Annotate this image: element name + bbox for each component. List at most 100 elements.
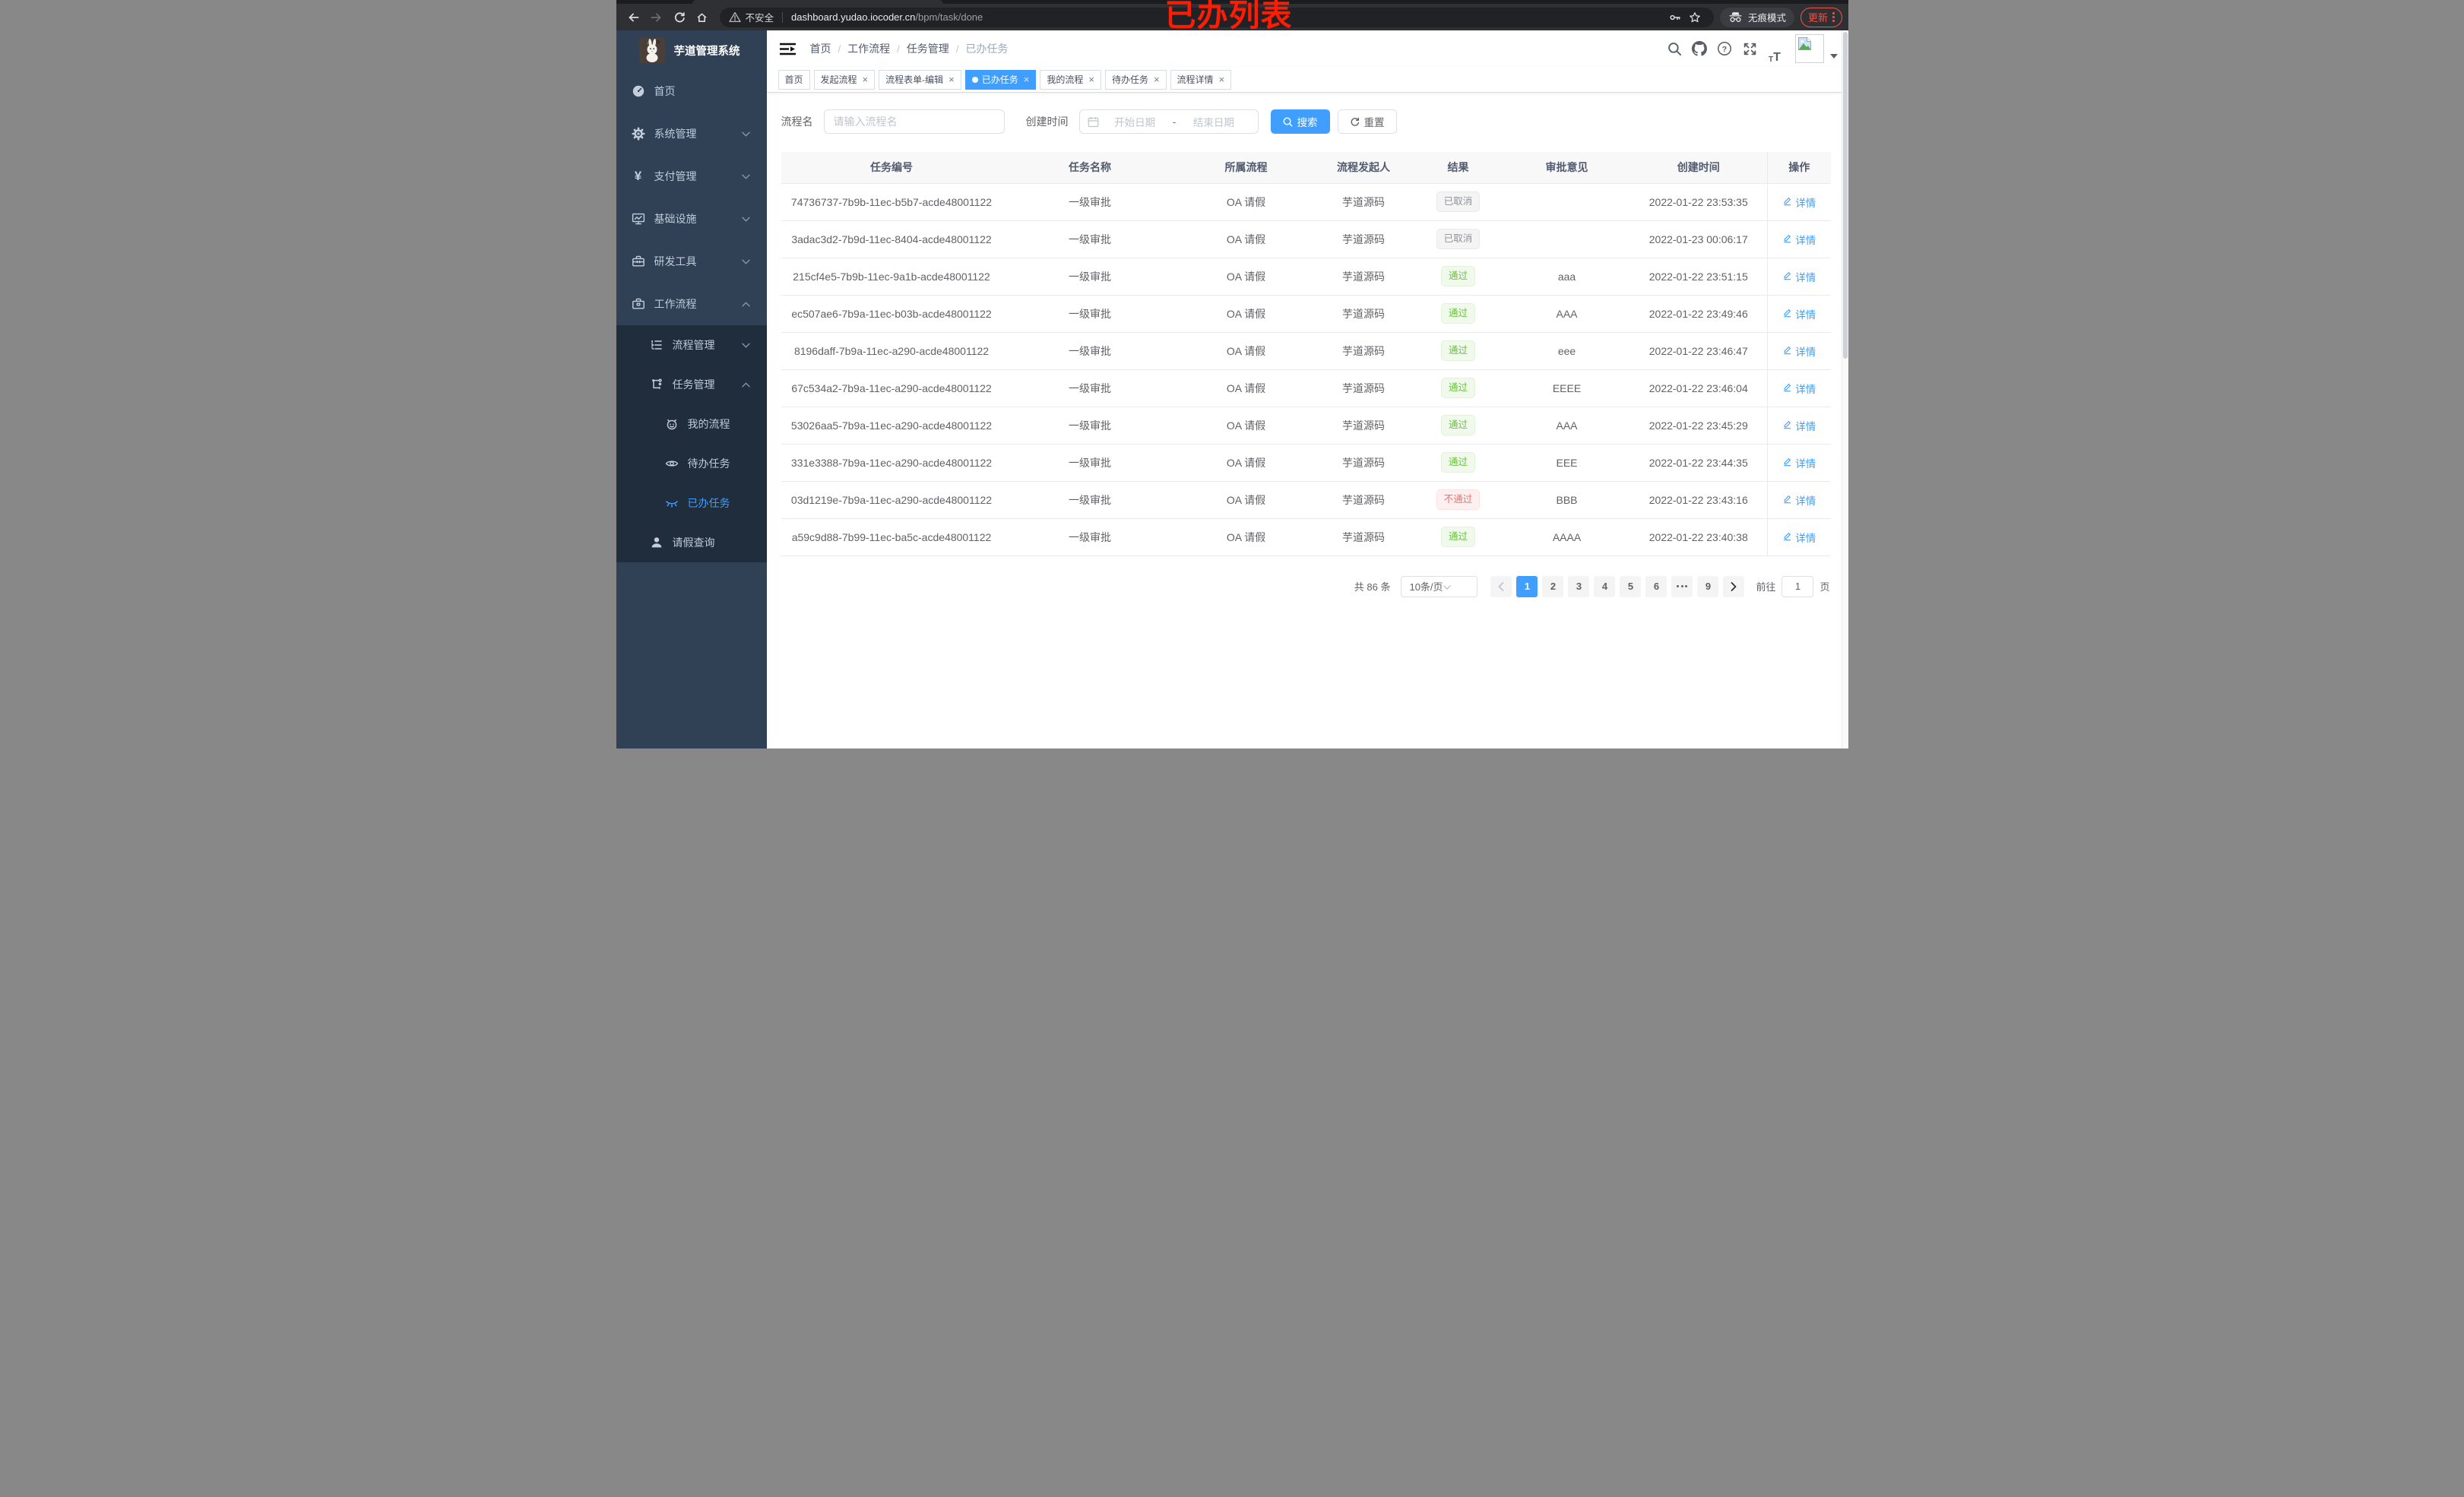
avatar[interactable] [1794, 34, 1824, 63]
active-tab-dot [971, 76, 978, 83]
star-icon[interactable] [1685, 8, 1705, 27]
sidebar-item-label: 研发工具 [654, 255, 697, 267]
detail-label: 详情 [1795, 457, 1816, 470]
forward-icon[interactable] [645, 7, 668, 28]
page-button-5[interactable]: 5 [1620, 575, 1642, 597]
tab-流程表单-编辑[interactable]: 流程表单-编辑 × [879, 69, 961, 90]
cell-task-id: 03d1219e-7b9a-11ec-a290-acde48001122 [781, 481, 1002, 519]
fullscreen-icon[interactable] [1737, 33, 1762, 64]
question-icon[interactable]: ? [1712, 33, 1737, 64]
cell-process: OA 请假 [1177, 369, 1315, 407]
sidebar-item-process-mgmt[interactable]: 流程管理 [616, 325, 767, 365]
tab-已办任务[interactable]: 已办任务 × [964, 69, 1037, 90]
detail-link[interactable]: 详情 [1782, 306, 1816, 321]
breadcrumb-separator: / [955, 43, 959, 55]
sidebar-item-infra[interactable]: 基础设施 [616, 198, 767, 240]
detail-link[interactable]: 详情 [1782, 195, 1816, 210]
table-row: 215cf4e5-7b9b-11ec-9a1b-acde48001122 一级审批… [781, 258, 1831, 296]
sidebar-item-system[interactable]: 系统管理 [616, 112, 767, 155]
table-header-row: 任务编号 任务名称 所属流程 流程发起人 结果 审批意见 创建时间 操作 [781, 152, 1831, 184]
back-icon[interactable] [622, 7, 645, 28]
tab-我的流程[interactable]: 我的流程 × [1040, 69, 1101, 90]
end-date-placeholder[interactable]: 结束日期 [1192, 117, 1234, 128]
page-scrollbar[interactable] [1841, 30, 1848, 748]
cell-starter: 芋道源码 [1314, 332, 1413, 370]
tab-发起流程[interactable]: 发起流程 × [813, 69, 876, 90]
home-icon[interactable] [691, 7, 714, 28]
calendar-icon [1088, 116, 1098, 127]
breadcrumb-item[interactable]: 首页 [809, 43, 831, 55]
sidebar-item-home[interactable]: 首页 [616, 70, 767, 112]
close-icon[interactable]: × [1023, 74, 1030, 85]
detail-link[interactable]: 详情 [1782, 530, 1816, 545]
cell-created-time: 2022-01-22 23:49:46 [1629, 295, 1768, 333]
next-page-button[interactable] [1723, 575, 1745, 597]
browser-active-tab[interactable] [692, 0, 943, 4]
close-icon[interactable]: × [949, 74, 955, 85]
browser-menu-icon[interactable] [1832, 12, 1835, 22]
sidebar-item-leave-query[interactable]: 请假查询 [616, 523, 767, 562]
detail-link[interactable]: 详情 [1782, 418, 1816, 433]
chevron-down-icon [741, 217, 750, 222]
detail-link[interactable]: 详情 [1782, 492, 1816, 508]
page-button-9[interactable]: 9 [1697, 575, 1719, 597]
key-icon[interactable] [1665, 8, 1685, 27]
close-icon[interactable]: × [1218, 74, 1225, 85]
edit-pencil-icon [1782, 457, 1792, 469]
sidebar-item-todo-tasks[interactable]: 待办任务 [616, 444, 767, 483]
prev-page-button[interactable] [1490, 575, 1512, 597]
tab-首页[interactable]: 首页 [778, 69, 810, 90]
sidebar-item-task-mgmt[interactable]: 任务管理 [616, 365, 767, 404]
scrollbar-thumb[interactable] [1842, 32, 1848, 359]
sidebar-item-workflow[interactable]: 工作流程 [616, 283, 767, 325]
page-button-2[interactable]: 2 [1542, 575, 1564, 597]
reload-icon[interactable] [668, 7, 691, 28]
github-icon[interactable] [1687, 33, 1712, 64]
cell-task-name: 一级审批 [1002, 481, 1178, 519]
reset-button[interactable]: 重置 [1337, 109, 1397, 134]
tab-待办任务[interactable]: 待办任务 × [1104, 69, 1167, 90]
detail-label: 详情 [1795, 197, 1816, 209]
update-button[interactable]: 更新 [1800, 7, 1842, 27]
sidebar-item-done-tasks[interactable]: 已办任务 [616, 483, 767, 523]
url-path: /bpm/task/done [915, 11, 983, 23]
breadcrumb-item[interactable]: 任务管理 [906, 43, 949, 55]
avatar-dropdown-caret[interactable] [1829, 54, 1838, 59]
page-button-4[interactable]: 4 [1594, 575, 1616, 597]
sidebar-collapse-icon[interactable] [778, 39, 798, 59]
eye-icon [665, 457, 679, 470]
cell-task-name: 一级审批 [1002, 369, 1178, 407]
page-button-6[interactable]: 6 [1645, 575, 1667, 597]
sidebar-item-my-process[interactable]: 我的流程 [616, 404, 767, 444]
logo-row[interactable]: 芋道管理系统 [616, 30, 767, 70]
page-button-1[interactable]: 1 [1516, 575, 1538, 597]
sidebar-item-devtools[interactable]: 研发工具 [616, 240, 767, 283]
cell-task-name: 一级审批 [1002, 258, 1178, 296]
cell-actions: 详情 [1767, 444, 1831, 482]
detail-link[interactable]: 详情 [1782, 232, 1816, 247]
rabbit-logo [638, 37, 665, 63]
page-button-3[interactable]: 3 [1568, 575, 1590, 597]
browser-frame-strip [616, 0, 1848, 4]
start-date-placeholder[interactable]: 开始日期 [1114, 117, 1156, 128]
url-bar[interactable]: 不安全 dashboard.yudao.iocoder.cn/bpm/task/… [719, 7, 1714, 27]
cell-process: OA 请假 [1177, 220, 1315, 258]
close-icon[interactable]: × [1153, 74, 1160, 85]
page-ellipsis[interactable] [1671, 575, 1693, 597]
breadcrumb-item[interactable]: 工作流程 [847, 43, 891, 55]
close-icon[interactable]: × [862, 74, 869, 85]
date-range-picker[interactable]: 开始日期 - 结束日期 [1078, 109, 1259, 134]
detail-link[interactable]: 详情 [1782, 269, 1816, 284]
tab-流程详情[interactable]: 流程详情 × [1170, 69, 1232, 90]
detail-link[interactable]: 详情 [1782, 455, 1816, 470]
sidebar-item-payment[interactable]: ¥ 支付管理 [616, 155, 767, 198]
search-icon[interactable] [1662, 33, 1687, 64]
search-button[interactable]: 搜索 [1270, 109, 1330, 134]
page-size-select[interactable]: 10条/页 [1401, 575, 1478, 597]
goto-page-input[interactable] [1781, 575, 1814, 597]
detail-link[interactable]: 详情 [1782, 343, 1816, 359]
detail-link[interactable]: 详情 [1782, 381, 1816, 396]
close-icon[interactable]: × [1088, 74, 1094, 85]
process-name-input[interactable] [823, 109, 1005, 134]
